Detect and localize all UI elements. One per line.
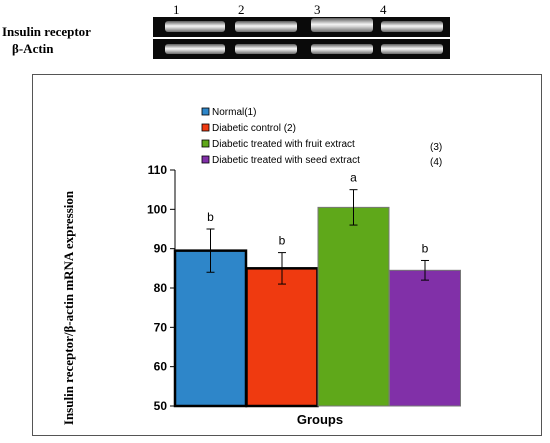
gel-band [311, 18, 373, 32]
y-tick-label: 60 [154, 360, 168, 374]
gel-band [381, 44, 443, 54]
significance-label: b [207, 210, 214, 224]
bar [317, 206, 390, 407]
legend-label-fruit-extract: Diabetic treated with fruit extract [212, 139, 355, 150]
x-axis-label: Groups [297, 412, 343, 427]
lane-number-2: 2 [238, 2, 245, 17]
bar [173, 249, 248, 408]
legend: Normal(1) Diabetic control (2) Diabetic … [201, 107, 442, 168]
y-tick-label: 80 [154, 281, 168, 295]
bars: b b a b [173, 171, 461, 408]
gel-label-beta-actin: β-Actin [12, 41, 54, 56]
gel-band [165, 21, 225, 32]
lane-number-4: 4 [380, 2, 387, 17]
y-tick-label: 70 [154, 320, 168, 334]
bar [389, 269, 461, 407]
significance-label: b [279, 234, 286, 248]
significance-label: b [422, 241, 429, 255]
y-axis-label: Insulin receptor/β-actin mRNA expression [61, 190, 76, 425]
legend-suffix-fruit-extract: (3) [430, 142, 442, 153]
gel-band [311, 44, 373, 54]
chart-frame [32, 74, 542, 436]
legend-swatch-seed-extract [201, 155, 210, 164]
gel-band [235, 21, 297, 32]
legend-swatch-normal [201, 107, 210, 116]
legend-swatch-diabetic-control [201, 123, 210, 132]
legend-suffix-seed-extract: (4) [430, 157, 442, 168]
gel-band [381, 21, 443, 32]
gel-strip-insulin-receptor [153, 17, 450, 37]
gel-band [235, 44, 297, 54]
gel-band [165, 44, 225, 54]
y-tick-label: 90 [154, 242, 168, 256]
bar [245, 267, 319, 408]
y-tick-label: 50 [154, 399, 168, 413]
lane-number-1: 1 [173, 2, 180, 17]
y-ticks: 50 60 70 80 90 100 110 [147, 163, 175, 413]
gel-strip-beta-actin [153, 39, 450, 59]
legend-swatch-fruit-extract [201, 139, 210, 148]
legend-label-seed-extract: Diabetic treated with seed extract [212, 155, 360, 166]
gel-label-insulin-receptor: Insulin receptor [2, 24, 91, 39]
legend-label-normal: Normal(1) [212, 107, 256, 118]
legend-label-diabetic-control: Diabetic control (2) [212, 123, 296, 134]
significance-label: a [350, 171, 357, 185]
y-tick-label: 100 [147, 202, 167, 216]
y-tick-label: 110 [148, 163, 168, 177]
lane-number-3: 3 [314, 2, 321, 17]
